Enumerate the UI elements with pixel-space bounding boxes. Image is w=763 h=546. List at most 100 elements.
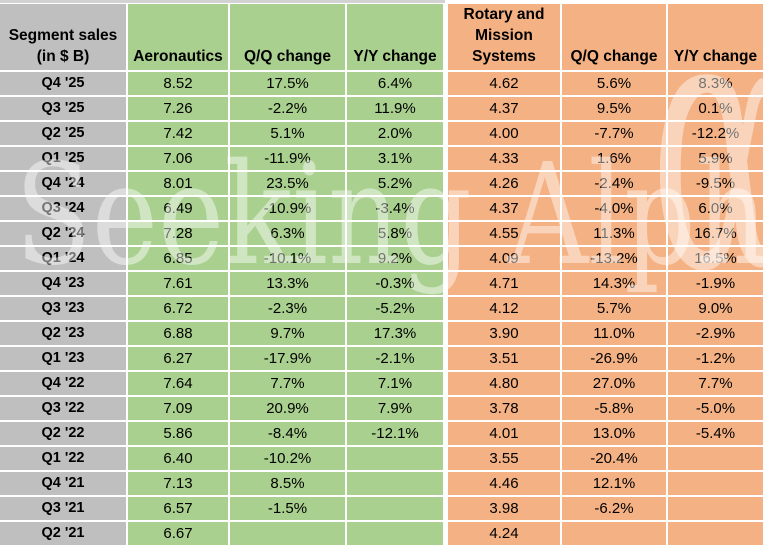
value-cell: 7.13 [128, 472, 228, 495]
value-cell: 7.61 [128, 272, 228, 295]
value-cell: 7.64 [128, 372, 228, 395]
value-cell: 6.3% [230, 222, 345, 245]
quarter-label-cell: Q1 '25 [0, 147, 126, 170]
value-cell [668, 447, 763, 470]
value-cell: 8.01 [128, 172, 228, 195]
value-cell: 5.7% [562, 297, 666, 320]
value-cell: 4.46 [445, 472, 560, 495]
quarter-label-cell: Q1 '22 [0, 447, 126, 470]
value-cell: 16.5% [668, 247, 763, 270]
value-cell: 5.8% [347, 222, 443, 245]
quarter-label-cell: Q4 '24 [0, 172, 126, 195]
value-cell: -2.3% [230, 297, 345, 320]
table-row: Q2 '21 6.67 4.24 [0, 522, 763, 545]
value-cell: -26.9% [562, 347, 666, 370]
value-cell: 12.1% [562, 472, 666, 495]
value-cell: -9.5% [668, 172, 763, 195]
value-cell: 13.0% [562, 422, 666, 445]
table-row: Q2 '22 5.86 -8.4% -12.1% 4.01 13.0% -5.4% [0, 422, 763, 445]
value-cell [668, 522, 763, 545]
corner-header-cell: Segment sales (in $ B) [0, 4, 126, 70]
value-cell [347, 497, 443, 520]
quarter-label-cell: Q1 '24 [0, 247, 126, 270]
quarter-label-cell: Q3 '24 [0, 197, 126, 220]
value-cell: 4.00 [445, 122, 560, 145]
value-cell [347, 522, 443, 545]
value-cell: 4.24 [445, 522, 560, 545]
value-cell: 4.12 [445, 297, 560, 320]
value-cell: 9.0% [668, 297, 763, 320]
value-cell: 5.1% [230, 122, 345, 145]
value-cell [347, 447, 443, 470]
value-cell: 20.9% [230, 397, 345, 420]
table-row: Q2 '25 7.42 5.1% 2.0% 4.00 -7.7% -12.2% [0, 122, 763, 145]
value-cell: 5.6% [562, 72, 666, 95]
table-row: Q4 '22 7.64 7.7% 7.1% 4.80 27.0% 7.7% [0, 372, 763, 395]
value-cell: 11.9% [347, 97, 443, 120]
value-cell: 3.98 [445, 497, 560, 520]
value-cell: 0.1% [668, 97, 763, 120]
value-cell: -2.2% [230, 97, 345, 120]
value-cell: -1.2% [668, 347, 763, 370]
value-cell: -1.5% [230, 497, 345, 520]
table-row: Q4 '25 8.52 17.5% 6.4% 4.62 5.6% 8.3% [0, 72, 763, 95]
corner-header-line2: (in $ B) [36, 48, 90, 65]
value-cell: 7.28 [128, 222, 228, 245]
value-cell: -0.3% [347, 272, 443, 295]
value-cell: 8.5% [230, 472, 345, 495]
quarter-label-cell: Q4 '25 [0, 72, 126, 95]
quarter-label-cell: Q3 '21 [0, 497, 126, 520]
rms-header-cell: Rotary and Mission Systems [445, 4, 560, 70]
table-row: Q4 '21 7.13 8.5% 4.46 12.1% [0, 472, 763, 495]
table-row: Q1 '24 6.85 -10.1% 9.2% 4.09 -13.2% 16.5% [0, 247, 763, 270]
value-cell: 6.0% [668, 197, 763, 220]
table-row: Q1 '22 6.40 -10.2% 3.55 -20.4% [0, 447, 763, 470]
value-cell: 5.9% [668, 147, 763, 170]
value-cell: 7.7% [230, 372, 345, 395]
value-cell: 7.42 [128, 122, 228, 145]
quarter-label-cell: Q3 '23 [0, 297, 126, 320]
value-cell: -6.2% [562, 497, 666, 520]
value-cell: 8.3% [668, 72, 763, 95]
value-cell: 17.5% [230, 72, 345, 95]
value-cell: 6.27 [128, 347, 228, 370]
value-cell: -13.2% [562, 247, 666, 270]
value-cell: 1.6% [562, 147, 666, 170]
value-cell: 4.62 [445, 72, 560, 95]
value-cell: -11.9% [230, 147, 345, 170]
aero-yy-header-cell: Y/Y change [347, 4, 443, 70]
value-cell: -2.1% [347, 347, 443, 370]
value-cell: 14.3% [562, 272, 666, 295]
quarter-label-cell: Q2 '21 [0, 522, 126, 545]
value-cell: 6.85 [128, 247, 228, 270]
value-cell: -5.2% [347, 297, 443, 320]
value-cell: 4.80 [445, 372, 560, 395]
table-row: Q1 '23 6.27 -17.9% -2.1% 3.51 -26.9% -1.2% [0, 347, 763, 370]
value-cell: 6.88 [128, 322, 228, 345]
table-row: Q3 '24 6.49 -10.9% -3.4% 4.37 -4.0% 6.0% [0, 197, 763, 220]
value-cell: -10.1% [230, 247, 345, 270]
value-cell: 7.9% [347, 397, 443, 420]
value-cell: -5.4% [668, 422, 763, 445]
value-cell: -1.9% [668, 272, 763, 295]
value-cell: 6.72 [128, 297, 228, 320]
value-cell: 7.26 [128, 97, 228, 120]
value-cell: 4.26 [445, 172, 560, 195]
value-cell: 7.7% [668, 372, 763, 395]
quarter-label-cell: Q3 '22 [0, 397, 126, 420]
value-cell: 11.0% [562, 322, 666, 345]
table-row: Q1 '25 7.06 -11.9% 3.1% 4.33 1.6% 5.9% [0, 147, 763, 170]
value-cell: 5.2% [347, 172, 443, 195]
cropped-row-edge [0, 0, 445, 3]
value-cell: 9.2% [347, 247, 443, 270]
value-cell: 6.49 [128, 197, 228, 220]
value-cell: 3.51 [445, 347, 560, 370]
value-cell: -4.0% [562, 197, 666, 220]
value-cell: 9.7% [230, 322, 345, 345]
quarter-label-cell: Q4 '23 [0, 272, 126, 295]
value-cell: 4.37 [445, 97, 560, 120]
value-cell: -7.7% [562, 122, 666, 145]
value-cell: 16.7% [668, 222, 763, 245]
